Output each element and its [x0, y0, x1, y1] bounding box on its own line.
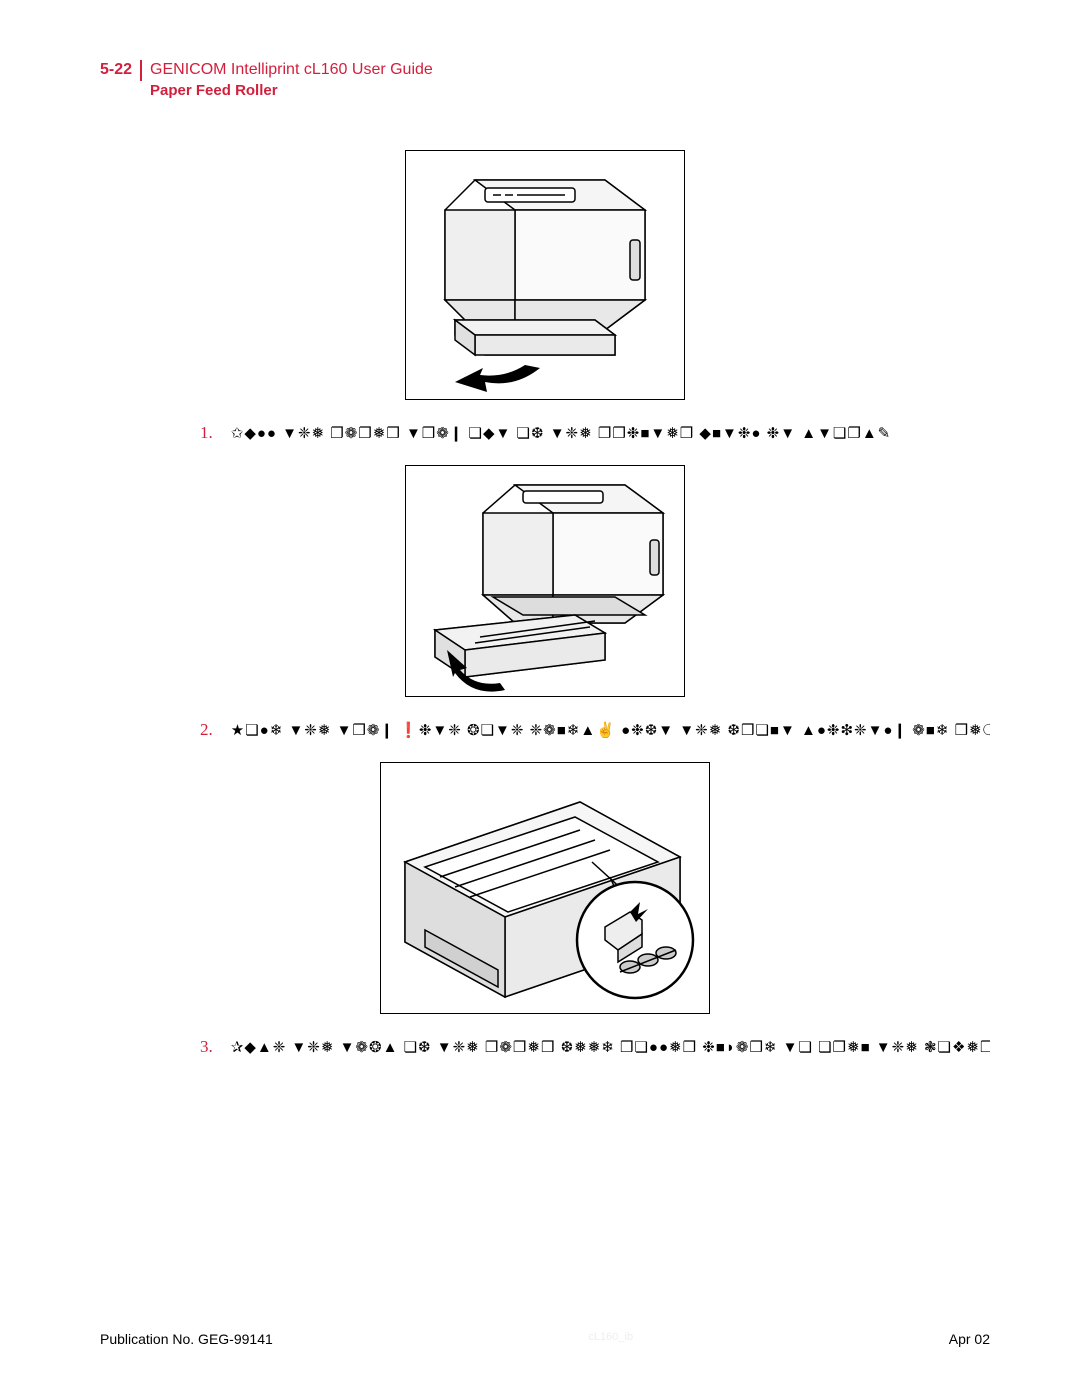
publication-number: Publication No. GEG-99141	[100, 1331, 273, 1347]
guide-title: GENICOM Intelliprint cL160 User Guide	[150, 60, 433, 81]
step-1: 1. ✩◆●● ▼❈❅ ❐❁❐❅❒ ▼❒❁❙ ❏◆▼ ❏❆ ▼❈❅ ❐❒❉■▼❅…	[100, 423, 990, 443]
section-title: Paper Feed Roller	[150, 81, 433, 101]
figure-3	[100, 762, 990, 1019]
step-number: 2.	[200, 720, 213, 740]
printer-tray-pull-illustration	[405, 150, 685, 400]
figure-2	[100, 465, 990, 702]
printer-tray-lift-illustration	[405, 465, 685, 697]
figure-1	[100, 150, 990, 405]
footer-date: Apr 02	[949, 1331, 990, 1347]
step-number: 3.	[200, 1037, 213, 1057]
step-text: ★❏●❄ ▼❈❅ ▼❒❁❙ ❗❉▼❈ ❂❏▼❈ ❈❁■❄▲✌ ●❉❆▼ ▼❈❅ …	[231, 721, 990, 739]
step-3: 3. ✰◆▲❈ ▼❈❅ ▼❁❂▲ ❏❆ ▼❈❅ ❐❁❐❅❒ ❆❅❅❄ ❒❏●●❅…	[100, 1037, 990, 1057]
step-text: ✩◆●● ▼❈❅ ❐❁❐❅❒ ▼❒❁❙ ❏◆▼ ❏❆ ▼❈❅ ❐❒❉■▼❅❒ ◆…	[231, 424, 892, 442]
footer-mid: cL160_ib	[588, 1331, 633, 1347]
header-text-block: GENICOM Intelliprint cL160 User Guide Pa…	[142, 60, 433, 100]
step-2: 2. ★❏●❄ ▼❈❅ ▼❒❁❙ ❗❉▼❈ ❂❏▼❈ ❈❁■❄▲✌ ●❉❆▼ ▼…	[100, 720, 990, 740]
page-header: 5-22 GENICOM Intelliprint cL160 User Gui…	[100, 60, 990, 100]
page-footer: Publication No. GEG-99141 cL160_ib Apr 0…	[100, 1331, 990, 1347]
page-number: 5-22	[100, 60, 142, 81]
tray-roller-detail-illustration	[380, 762, 710, 1014]
step-text: ✰◆▲❈ ▼❈❅ ▼❁❂▲ ❏❆ ▼❈❅ ❐❁❐❅❒ ❆❅❅❄ ❒❏●●❅❒ ❉…	[231, 1038, 990, 1056]
step-number: 1.	[200, 423, 213, 443]
